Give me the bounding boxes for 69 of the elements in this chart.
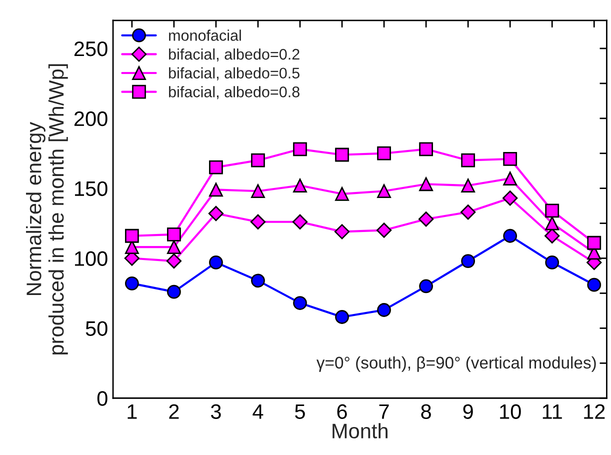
x-tick-label: 12 <box>584 404 605 419</box>
point <box>251 184 265 198</box>
y-tick-label: 150 <box>75 181 108 196</box>
x-tick-label: 9 <box>463 404 473 419</box>
point <box>377 146 391 160</box>
point <box>251 274 265 288</box>
x-tick-label: 10 <box>500 404 521 419</box>
point <box>167 284 181 299</box>
point <box>124 276 139 290</box>
point <box>209 182 223 197</box>
point <box>250 214 266 230</box>
x-tick-label: 8 <box>421 404 431 419</box>
x-tick-label: 4 <box>252 404 264 419</box>
legend-label: bifacial, albedo=0.2 <box>169 48 300 62</box>
point <box>587 236 602 250</box>
point <box>587 278 602 292</box>
point <box>545 256 560 270</box>
point <box>419 142 433 156</box>
point <box>419 177 433 192</box>
point <box>460 204 476 220</box>
point <box>503 172 518 186</box>
point <box>209 256 223 270</box>
point <box>335 148 349 162</box>
y-tick-label: 200 <box>74 111 108 126</box>
legend-label: monofacial <box>169 30 241 41</box>
point <box>544 228 560 244</box>
point <box>545 216 560 230</box>
y-tick-label: 250 <box>74 41 108 56</box>
point <box>293 178 307 192</box>
point <box>418 212 434 227</box>
y-axis-title: Normalized energy produced in the month [Wh/Wp] <box>26 64 68 354</box>
point <box>167 240 181 254</box>
x-tick-label: 11 <box>542 404 562 419</box>
x-tick-label: 6 <box>337 404 347 419</box>
point <box>377 184 391 198</box>
point <box>293 142 307 156</box>
point <box>293 296 307 310</box>
point <box>503 228 518 243</box>
point <box>167 228 181 242</box>
point <box>461 254 476 268</box>
x-tick-label: 5 <box>295 404 305 419</box>
point <box>208 206 224 222</box>
y-tick-label: 0 <box>97 391 108 406</box>
y-tick-label: 50 <box>86 321 108 336</box>
x-tick-label: 1 <box>128 404 137 419</box>
point <box>377 303 391 317</box>
point <box>251 153 265 168</box>
point <box>334 224 350 240</box>
point <box>166 253 182 269</box>
point <box>502 190 518 206</box>
x-axis-title: Month <box>332 423 388 438</box>
point <box>124 228 139 243</box>
point <box>545 204 560 218</box>
legend-label: bifacial, albedo=0.5 <box>169 67 300 80</box>
point <box>376 222 392 238</box>
point <box>209 160 223 174</box>
x-tick-label: 3 <box>210 404 221 419</box>
x-tick-label: 7 <box>379 404 389 419</box>
point <box>461 178 476 192</box>
point <box>419 279 433 294</box>
point <box>461 153 476 168</box>
point <box>503 152 518 166</box>
point <box>292 214 308 230</box>
x-tick-label: 2 <box>169 404 179 419</box>
point <box>335 310 349 324</box>
y-tick-label: 100 <box>75 251 108 266</box>
legend-label: bifacial, albedo=0.8 <box>169 86 300 100</box>
annotation: γ=0° (south), β=90° (vertical modules) <box>316 356 596 372</box>
point <box>335 186 349 201</box>
